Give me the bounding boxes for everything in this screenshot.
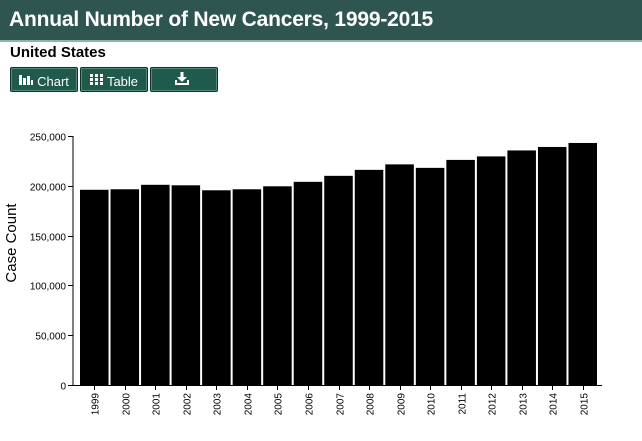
y-tick-label: 150,000 xyxy=(30,233,67,244)
y-tick-label: 0 xyxy=(60,382,66,393)
x-tick-label: 2009 xyxy=(397,393,408,416)
x-tick-label: 2008 xyxy=(366,393,377,416)
chart-button[interactable]: Chart xyxy=(10,67,78,92)
bar[interactable] xyxy=(354,169,384,385)
bar-series xyxy=(80,142,597,385)
x-tick-label: 2004 xyxy=(244,393,255,416)
x-tick-label: 2013 xyxy=(519,393,530,416)
x-axis: 1999 2000 2001 2002 2003 2004 2005 2006 2007 2008… xyxy=(73,385,602,415)
x-tick-label: 2003 xyxy=(213,393,224,416)
export-button-label: Export xyxy=(165,98,203,114)
bar[interactable] xyxy=(415,167,445,385)
title-bar: Annual Number of New Cancers, 1999-2015 xyxy=(0,0,642,42)
y-tick-label: 250,000 xyxy=(30,133,67,144)
x-tick-label: 2001 xyxy=(152,393,163,416)
bar[interactable] xyxy=(141,184,170,385)
bar[interactable] xyxy=(446,159,475,385)
bar[interactable] xyxy=(293,181,323,385)
x-tick-label: 2010 xyxy=(427,393,438,416)
y-tick-label: 100,000 xyxy=(30,282,67,293)
x-tick-label: 1999 xyxy=(91,393,102,416)
x-tick-label: 2015 xyxy=(580,393,591,416)
bar[interactable] xyxy=(80,189,109,385)
x-tick-label: 2014 xyxy=(549,393,560,416)
bar[interactable] xyxy=(171,185,201,385)
bar[interactable] xyxy=(476,156,506,385)
chart-button-label: Chart xyxy=(37,74,69,90)
bar[interactable] xyxy=(110,189,140,385)
download-icon xyxy=(175,69,189,92)
bar-chart-icon xyxy=(19,69,34,92)
bar[interactable] xyxy=(202,190,231,385)
x-tick-label: 2007 xyxy=(336,393,347,416)
x-tick-label: 2006 xyxy=(305,393,316,416)
bar[interactable] xyxy=(385,164,414,385)
bar[interactable] xyxy=(568,142,597,385)
bar[interactable] xyxy=(324,175,353,385)
bar[interactable] xyxy=(263,186,292,385)
page-title: Annual Number of New Cancers, 1999-2015 xyxy=(9,8,434,31)
y-tick-label: 50,000 xyxy=(35,332,66,343)
y-axis: 0 50,000 100,000 150,000 200,000 250,000 xyxy=(30,133,74,393)
x-tick-label: 2002 xyxy=(183,393,194,416)
table-button[interactable]: Table xyxy=(80,67,148,92)
y-tick-label: 200,000 xyxy=(30,183,67,194)
region-subtitle: United States xyxy=(10,44,106,61)
y-axis-label: Case Count xyxy=(3,203,20,283)
bar[interactable] xyxy=(232,189,262,385)
table-button-label: Table xyxy=(106,74,139,90)
export-button[interactable]: Export xyxy=(150,67,218,113)
table-grid-icon xyxy=(89,69,103,92)
x-tick-label: 2005 xyxy=(274,393,285,416)
x-tick-label: 2011 xyxy=(458,393,469,415)
x-tick-label: 2012 xyxy=(488,393,499,416)
x-tick-label: 2000 xyxy=(122,393,133,416)
bar[interactable] xyxy=(537,146,567,385)
bar[interactable] xyxy=(507,150,536,385)
